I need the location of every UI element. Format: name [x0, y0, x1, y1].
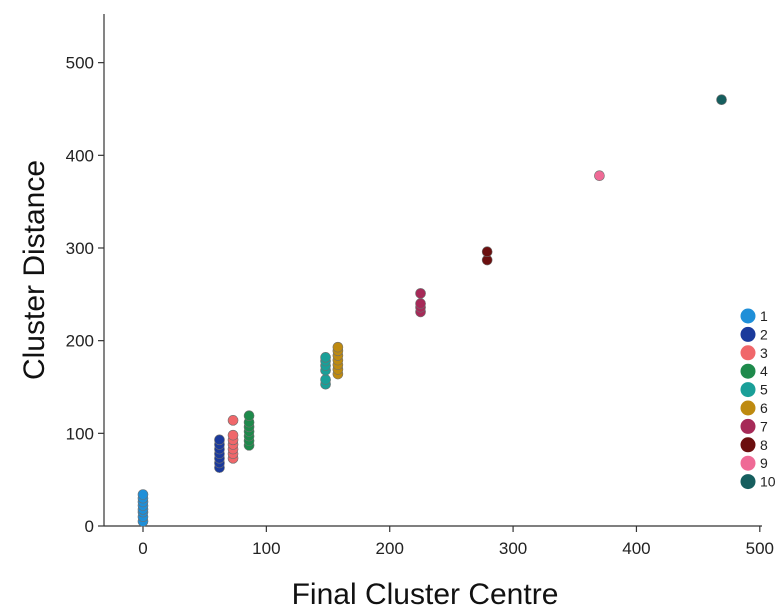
legend-label-6: 6: [760, 400, 768, 416]
x-tick-label: 300: [499, 539, 527, 558]
x-tick-label: 400: [622, 539, 650, 558]
data-point-series-8: [481, 246, 493, 257]
legend-swatch-4: [740, 363, 756, 379]
legend-swatch-8: [740, 437, 756, 453]
data-point-series-1: [137, 489, 149, 500]
legend-swatch-7: [740, 418, 756, 434]
y-tick-label: 0: [85, 517, 94, 536]
y-tick-label: 200: [66, 332, 94, 351]
y-tick-label: 500: [66, 54, 94, 73]
x-axis-title: Final Cluster Centre: [292, 578, 559, 611]
data-point-series-5: [320, 352, 331, 363]
legend-swatch-2: [740, 326, 756, 342]
legend: 1 2 3 4 5 6 7 8 9 10: [740, 308, 776, 490]
legend-label-4: 4: [760, 363, 768, 379]
legend-label-8: 8: [760, 437, 768, 453]
legend-label-9: 9: [760, 455, 768, 471]
x-tick-label: 0: [138, 539, 147, 558]
data-point-series-3: [227, 415, 239, 426]
data-points: [137, 94, 727, 527]
legend-label-10: 10: [760, 474, 776, 490]
y-axis-ticks: 0 100 200 300 400 500: [66, 54, 104, 536]
data-point-series-6: [332, 341, 344, 353]
legend-label-5: 5: [760, 382, 768, 398]
data-point-series-3: [227, 429, 239, 441]
data-point-series-2: [214, 434, 225, 446]
legend-swatch-3: [740, 345, 756, 361]
data-point-series-7: [415, 288, 426, 299]
legend-swatch-10: [740, 474, 756, 490]
x-tick-label: 200: [376, 539, 404, 558]
data-point-series-4: [243, 410, 255, 422]
y-tick-label: 400: [66, 146, 94, 165]
legend-swatch-6: [740, 400, 756, 416]
x-axis-ticks: 0 100 200 300 400 500: [138, 526, 774, 558]
legend-swatch-1: [740, 308, 756, 324]
data-point-series-9: [594, 170, 605, 182]
legend-swatch-9: [740, 455, 756, 471]
data-point-series-7: [415, 298, 426, 309]
x-tick-label: 100: [252, 539, 280, 558]
y-axis-title: Cluster Distance: [18, 160, 51, 380]
data-point-series-10: [716, 94, 727, 106]
legend-label-1: 1: [760, 308, 768, 324]
y-tick-label: 300: [66, 239, 94, 258]
legend-swatch-5: [740, 382, 756, 398]
legend-label-3: 3: [760, 345, 768, 361]
data-point-series-5: [320, 374, 331, 385]
y-tick-label: 100: [66, 424, 94, 443]
legend-label-7: 7: [760, 418, 768, 434]
legend-label-2: 2: [760, 326, 768, 342]
x-tick-label: 500: [746, 539, 774, 558]
